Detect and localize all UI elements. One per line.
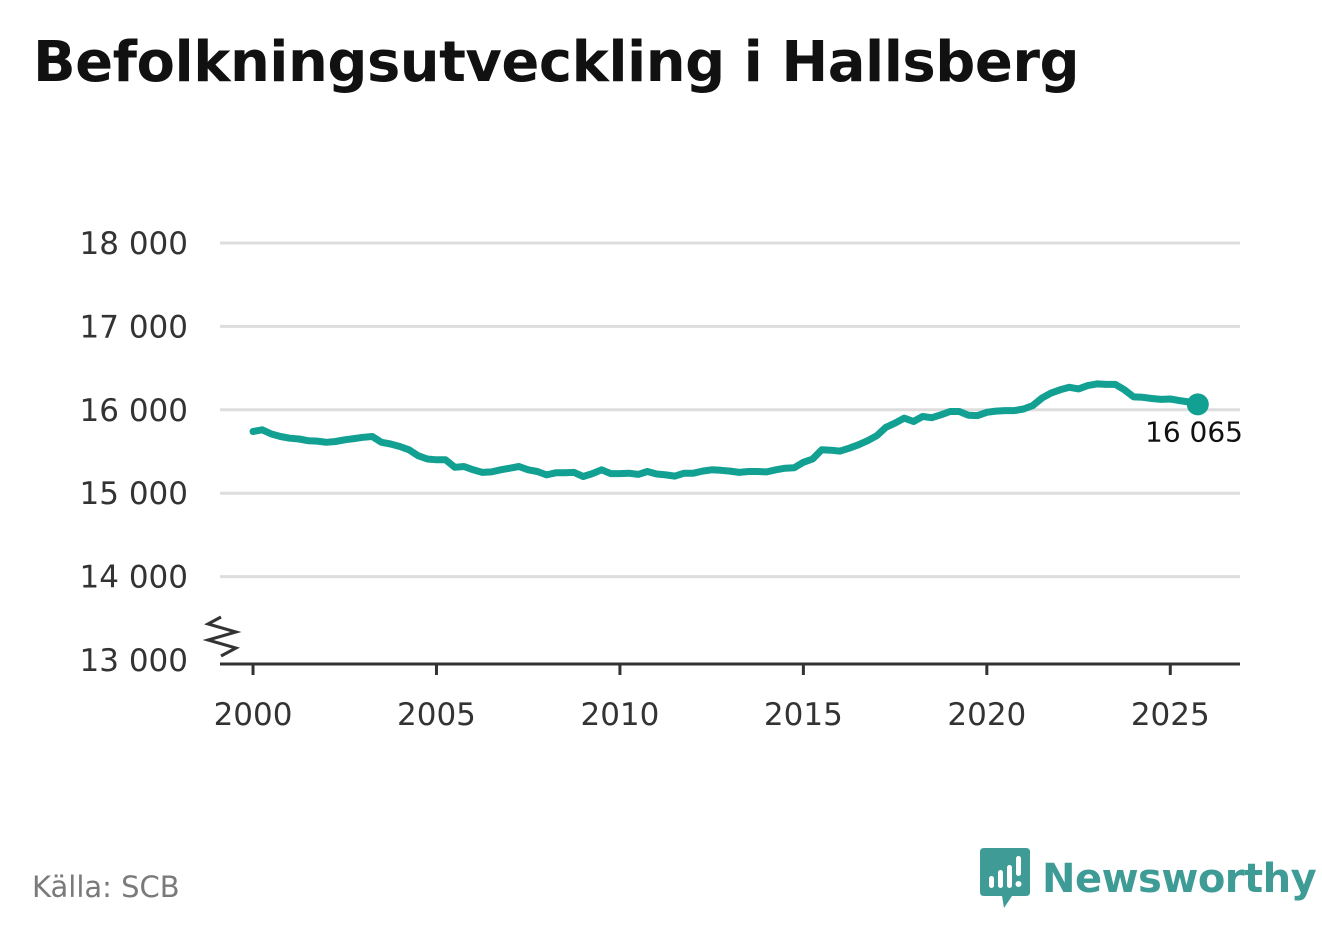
x-tick-label: 2010 — [580, 697, 659, 733]
chart-title: Befolkningsutveckling i Hallsberg — [33, 30, 1080, 95]
x-tick-label: 2015 — [764, 697, 843, 733]
y-tick-label: 17 000 — [80, 309, 188, 345]
x-tick-label: 2020 — [947, 697, 1026, 733]
brand-name: Newsworthy — [1042, 856, 1317, 902]
series-line — [249, 380, 1202, 480]
gridlines — [220, 241, 1240, 579]
series-group: 16 065 — [249, 380, 1243, 480]
x-tick-label: 2005 — [397, 697, 476, 733]
brand-logo: Newsworthy — [980, 848, 1317, 910]
x-tick-label: 2000 — [214, 697, 293, 733]
end-value-label: 16 065 — [1145, 415, 1243, 448]
axis-break-mark — [202, 615, 242, 658]
y-tick-label: 16 000 — [80, 393, 188, 429]
y-tick-label: 15 000 — [80, 476, 188, 512]
y-tick-label: 13 000 — [80, 643, 188, 679]
x-tick-label: 2025 — [1131, 697, 1210, 733]
source-note: Källa: SCB — [32, 870, 180, 904]
end-point-marker — [1186, 393, 1209, 416]
y-axis-labels: 13 000 14 000 15 000 16 000 17 000 18 000 — [80, 226, 188, 679]
x-axis-labels: 2000 2005 2010 2015 2020 2025 — [214, 697, 1210, 733]
y-tick-label: 18 000 — [80, 226, 188, 262]
bar-chart-icon — [980, 848, 1030, 908]
x-axis — [202, 615, 1240, 675]
y-tick-label: 14 000 — [80, 560, 188, 596]
